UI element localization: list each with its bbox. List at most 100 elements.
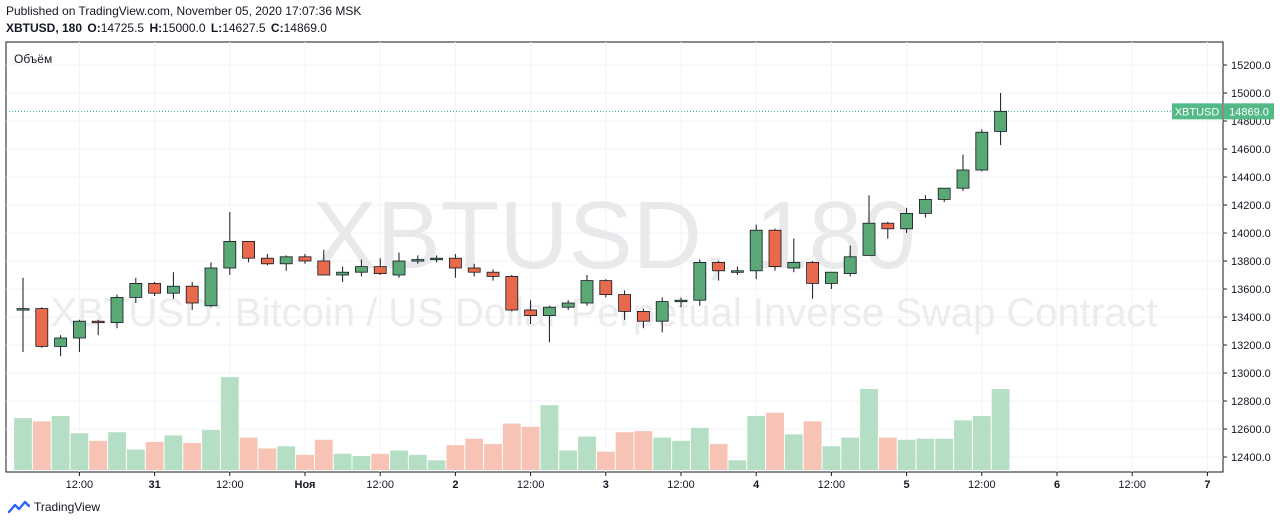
volume-bar	[14, 418, 32, 470]
candle-body	[919, 198, 932, 214]
candle-body	[994, 110, 1007, 132]
x-tick-label: 6	[1054, 479, 1060, 491]
volume-bar	[578, 436, 596, 470]
volume-bar	[615, 432, 634, 470]
x-tick-label: 7	[1204, 479, 1210, 491]
candle-body	[73, 320, 86, 339]
volume-bar	[784, 434, 803, 470]
volume-bar	[502, 423, 521, 470]
x-tick-label: 12:00	[818, 479, 846, 491]
x-tick-label: 12:00	[66, 479, 94, 491]
candle-body	[110, 296, 124, 323]
y-tick-label: 15200.0	[1231, 60, 1271, 72]
candle-body	[448, 257, 462, 269]
volume-bar	[70, 433, 89, 470]
candle-body	[524, 309, 537, 316]
candle-body	[373, 266, 387, 275]
volume-bar	[352, 455, 371, 470]
volume-bar	[841, 437, 860, 470]
volume-bar	[954, 420, 972, 470]
candle-body	[599, 280, 613, 296]
x-tick-label: 3	[603, 479, 609, 491]
candle-body	[336, 271, 350, 276]
y-tick-label: 14200.0	[1231, 200, 1271, 212]
low-value: 14627.5	[222, 21, 266, 35]
volume-bar	[408, 454, 427, 470]
open-value: 14725.5	[100, 21, 145, 35]
volume-bar	[484, 444, 502, 470]
volume-bar	[878, 437, 897, 470]
candle-body	[768, 229, 782, 267]
y-tick-label: 14400.0	[1231, 172, 1271, 184]
candle-body	[618, 294, 631, 312]
candle-body	[260, 257, 274, 265]
last-price-label: 14869.0	[1229, 106, 1269, 118]
volume-bar	[277, 446, 296, 470]
y-tick-label: 13400.0	[1231, 312, 1271, 324]
x-tick-label: 12:00	[366, 479, 394, 491]
candle-body	[204, 267, 218, 307]
last-price-label-bg	[1224, 103, 1274, 120]
y-tick-label: 12400.0	[1231, 452, 1271, 464]
tradingview-logo-icon	[8, 500, 30, 514]
candle-body	[411, 259, 425, 262]
volume-bar	[822, 446, 841, 470]
volume-bar	[239, 437, 258, 470]
volume-bar	[51, 416, 70, 470]
y-tick-label: 13600.0	[1231, 284, 1271, 296]
candle-body	[16, 308, 30, 311]
plot-frame	[5, 41, 1224, 473]
candle-body	[223, 240, 237, 269]
footer-branding[interactable]: TradingView	[8, 500, 100, 514]
volume-bar	[220, 377, 239, 470]
open-label: O:	[87, 21, 101, 35]
watermark-description: XBTUSD: Bitcoin / US Dollar Perpetual In…	[50, 291, 1157, 335]
volume-label: Объём	[14, 52, 53, 66]
x-tick-label: Ноя	[295, 479, 316, 491]
candle-body	[91, 320, 105, 324]
x-tick-label: 12:00	[216, 479, 244, 491]
volume-bar	[540, 405, 559, 470]
candle-body	[956, 169, 970, 189]
candle-body	[354, 266, 368, 273]
candle-body	[975, 131, 989, 171]
volume-bar	[521, 426, 540, 470]
candle-body	[825, 271, 838, 284]
volume-bar	[860, 389, 878, 470]
x-tick-label: 31	[148, 479, 160, 491]
volume-bar	[145, 441, 164, 470]
candle-body	[505, 275, 519, 311]
last-price-tag: XBTUSD	[1175, 106, 1220, 118]
volume-bar	[747, 416, 766, 470]
volume-bar	[690, 427, 709, 470]
footer-brand-text: TradingView	[34, 500, 101, 514]
candle-body	[862, 222, 876, 256]
candle-body	[185, 285, 199, 304]
volume-bar	[559, 450, 578, 470]
candle-body	[712, 261, 725, 272]
volume-bar	[183, 443, 202, 470]
volume-bar	[126, 449, 145, 470]
volume-bar	[390, 450, 408, 470]
candle-body	[674, 299, 688, 303]
candle-body	[298, 256, 312, 262]
volume-bar	[371, 453, 390, 470]
volume-bar	[446, 445, 465, 470]
legend-symbol: XBTUSD, 180	[6, 21, 83, 35]
x-tick-label: 12:00	[1118, 479, 1146, 491]
close-value: 14869.0	[283, 21, 327, 35]
x-tick-label: 12:00	[968, 479, 996, 491]
candle-body	[881, 222, 895, 230]
volume-bar	[427, 460, 446, 470]
volume-bar	[634, 431, 653, 470]
last-price-tag-bg	[1172, 103, 1222, 120]
candle-body	[242, 240, 256, 259]
volume-bar	[32, 421, 51, 470]
y-tick-label: 15000.0	[1231, 88, 1271, 100]
y-tick-label: 12600.0	[1231, 424, 1271, 436]
x-tick-label: 12:00	[667, 479, 695, 491]
candle-body	[655, 301, 669, 322]
candle-body	[693, 261, 707, 301]
volume-bar	[465, 438, 484, 470]
